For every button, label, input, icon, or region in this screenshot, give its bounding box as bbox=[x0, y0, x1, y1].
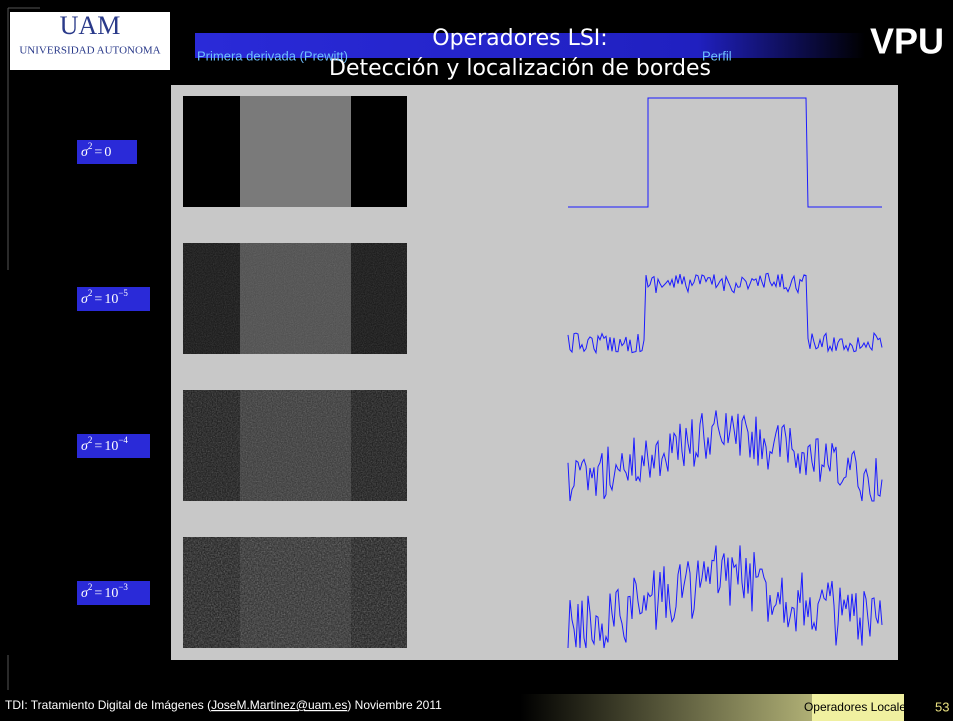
sigma-equals: = bbox=[94, 439, 102, 454]
title-bar bbox=[195, 33, 865, 58]
profile-plot bbox=[568, 97, 882, 208]
sigma-value-exponent: −5 bbox=[118, 288, 128, 298]
sigma-symbol: σ bbox=[81, 145, 89, 160]
profile-plot bbox=[567, 272, 883, 355]
sigma-box bbox=[77, 140, 137, 164]
sigma-value-exponent: −3 bbox=[118, 582, 128, 592]
logo-mark: UAM bbox=[60, 11, 121, 40]
footer-section-bg bbox=[812, 694, 904, 721]
sigma-exponent: 2 bbox=[88, 435, 93, 445]
logo-left-bg bbox=[10, 12, 170, 70]
sigma-box bbox=[77, 287, 150, 311]
sigma-label: σ2 = 10−3 bbox=[81, 582, 128, 601]
logo-line: UNIVERSIDAD AUTONOMA bbox=[19, 45, 160, 57]
title: Operadores LSI: bbox=[432, 26, 607, 51]
sigma-symbol: σ bbox=[81, 439, 89, 454]
sigma-exponent: 2 bbox=[88, 288, 93, 298]
sigma-equals: = bbox=[94, 586, 102, 601]
column-heading: Primera derivada (Prewitt) bbox=[197, 48, 348, 63]
sigma-box bbox=[77, 581, 150, 605]
sigma-equals: = bbox=[94, 292, 102, 307]
sigma-exponent: 2 bbox=[88, 582, 93, 592]
sigma-equals: = bbox=[94, 145, 102, 160]
footer-email[interactable]: JoseM.Martinez@uam.es bbox=[211, 698, 347, 712]
footer-text: TDI: Tratamiento Digital de Imágenes (Jo… bbox=[5, 698, 442, 712]
sigma-label: σ2 = 10−4 bbox=[81, 435, 128, 454]
sigma-value: 10 bbox=[104, 439, 118, 454]
sigma-label: σ2 = 0 bbox=[81, 141, 111, 160]
title: Detección y localización de bordes bbox=[329, 56, 711, 81]
page-number: 53 bbox=[935, 699, 949, 714]
column-heading: Perfil bbox=[702, 48, 732, 63]
sigma-value: 10 bbox=[104, 586, 118, 601]
sigma-label: σ2 = 10−5 bbox=[81, 288, 128, 307]
sigma-symbol: σ bbox=[81, 292, 89, 307]
rows: σ2 = 0σ2 = 10−5σ2 = 10−4σ2 = 10−3 bbox=[77, 96, 883, 649]
edge-image-noise bbox=[183, 390, 407, 501]
profile-plot bbox=[567, 410, 883, 502]
footer-suffix: ) Noviembre 2011 bbox=[347, 698, 442, 712]
footer-section: Operadores Locales bbox=[804, 700, 912, 714]
logo-line: DE MADRID bbox=[65, 56, 116, 66]
footer-prefix: TDI: Tratamiento Digital de Imágenes ( bbox=[5, 698, 211, 712]
sigma-symbol: σ bbox=[81, 586, 89, 601]
edge-image-noise bbox=[183, 243, 407, 354]
logo-right: VPU bbox=[870, 21, 944, 62]
edge-image-noise bbox=[183, 537, 407, 648]
sigma-exponent: 2 bbox=[88, 141, 93, 151]
sigma-value-exponent: −4 bbox=[118, 435, 128, 445]
sigma-box bbox=[77, 434, 150, 458]
edge-image-band bbox=[240, 96, 351, 207]
sigma-value: 10 bbox=[104, 292, 118, 307]
profile-plot bbox=[567, 545, 883, 649]
sigma-value: 0 bbox=[104, 145, 111, 160]
